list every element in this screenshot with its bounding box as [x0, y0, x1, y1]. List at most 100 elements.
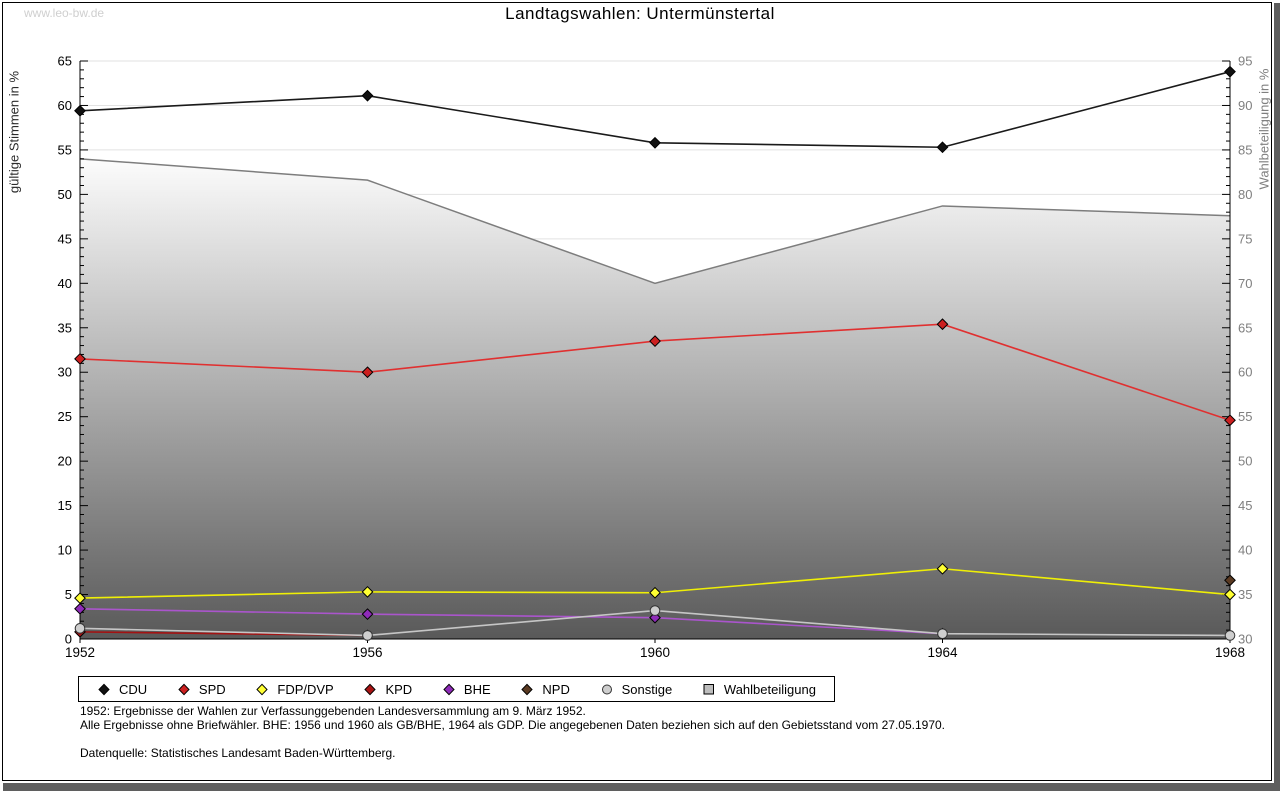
fdp-dvp-marker-icon: [256, 683, 269, 695]
series-fdp-dvp: [74, 562, 1236, 605]
right-tick-label: 65: [1238, 320, 1252, 335]
right-tick-label: 40: [1238, 543, 1252, 558]
right-tick-label: 50: [1238, 454, 1252, 469]
data-point: [1224, 574, 1236, 587]
data-point: [74, 602, 86, 615]
data-point: [74, 592, 86, 605]
right-tick-label: 30: [1238, 632, 1252, 647]
bhe-marker-icon: [443, 683, 455, 695]
data-point: [74, 352, 86, 365]
left-tick-label: 35: [58, 320, 72, 335]
turnout-area: [80, 158, 1230, 640]
data-point: [649, 605, 661, 616]
data-point: [936, 562, 949, 575]
left-tick-label: 0: [65, 632, 72, 647]
legend-item-kpd: KPD: [363, 682, 412, 697]
data-point: [362, 630, 373, 641]
data-point: [937, 628, 948, 639]
series-line: [79, 70, 1231, 149]
legend-item-sonstige: Sonstige: [600, 681, 673, 697]
legend-item-bhe: BHE: [442, 682, 491, 697]
legend-item-spd: SPD: [177, 682, 226, 697]
data-point: [361, 608, 374, 621]
right-tick-label: 95: [1238, 54, 1252, 69]
data-point: [74, 104, 86, 117]
footnote-line-1: 1952: Ergebnisse der Wahlen zur Verfassu…: [80, 704, 586, 718]
data-point: [936, 141, 949, 154]
turnout-line: [79, 158, 1231, 285]
sonstige-marker-icon: [601, 684, 612, 694]
footnote-source: Datenquelle: Statistisches Landesamt Bad…: [80, 746, 396, 760]
left-tick-label: 65: [58, 54, 72, 69]
x-tick-label: 1968: [1215, 645, 1245, 660]
left-tick-label: 40: [58, 276, 72, 291]
watermark: www.leo-bw.de: [24, 6, 105, 20]
legend-label: Sonstige: [621, 681, 673, 697]
spd-marker-icon: [178, 683, 190, 695]
left-tick-label: 55: [58, 142, 72, 157]
legend-label: NPD: [542, 681, 570, 697]
right-tick-label: 80: [1238, 187, 1252, 202]
data-point: [1224, 65, 1236, 78]
legend-label: SPD: [198, 681, 226, 697]
data-point: [361, 89, 374, 102]
legend-label: KPD: [385, 681, 413, 697]
left-tick-label: 25: [58, 409, 72, 424]
x-tick-label: 1964: [927, 645, 958, 660]
left-tick-label: 5: [65, 587, 72, 602]
x-tick-label: 1956: [352, 645, 382, 660]
npd-marker-icon: [521, 683, 534, 695]
legend-item-cdu: CDU: [97, 682, 147, 697]
series-sonstige: [74, 605, 1236, 641]
left-tick-label: 50: [58, 187, 72, 202]
kpd-marker-icon: [364, 683, 377, 695]
legend-item-npd: NPD: [520, 681, 570, 697]
footnotes: 1952: Ergebnisse der Wahlen zur Verfassu…: [80, 704, 946, 761]
data-point: [649, 586, 661, 599]
x-tick-label: 1952: [65, 645, 95, 660]
data-point: [74, 623, 86, 634]
right-tick-label: 90: [1238, 98, 1252, 113]
left-tick-label: 30: [58, 365, 72, 380]
legend-label: BHE: [463, 681, 491, 697]
page-shadow-right: [1274, 3, 1280, 791]
data-point: [936, 318, 949, 331]
legend-label: CDU: [119, 681, 148, 697]
left-tick-label: 10: [58, 543, 72, 558]
left-tick-label: 45: [58, 231, 72, 246]
series-spd: [74, 318, 1236, 427]
data-point: [361, 366, 374, 379]
page-shadow-bottom: [3, 783, 1280, 791]
data-point: [649, 335, 661, 348]
x-tick-label: 1960: [640, 645, 670, 660]
axes: 0 5 10 15 20 25 30 35 40 45 50 55 60 65 30 35 40 45 50 55 60…: [58, 54, 1253, 661]
data-point: [649, 136, 661, 149]
legend-item-wahlbeteiligung: Wahlbeteiligung: [702, 682, 816, 697]
legend-label: FDP/DVP: [277, 681, 334, 697]
data-point: [1224, 588, 1236, 601]
left-tick-label: 60: [58, 98, 72, 113]
legend: CDU SPD FDP/DVP KPD BHE NPD Sonstige Wahlbeteil…: [78, 676, 835, 702]
data-point: [649, 611, 661, 624]
series-line: [79, 607, 943, 635]
left-tick-label: 15: [58, 498, 72, 513]
right-tick-label: 85: [1238, 142, 1252, 157]
wahlbeteiligung-marker-icon: [703, 683, 714, 694]
series-npd: [1224, 574, 1236, 587]
data-point: [1224, 414, 1236, 427]
right-tick-label: 35: [1238, 587, 1252, 602]
right-tick-label: 75: [1238, 231, 1252, 246]
legend-label: Wahlbeteiligung: [723, 681, 816, 697]
data-point: [361, 585, 374, 598]
footnote-line-2: Alle Ergebnisse ohne Briefwähler. BHE: 1…: [80, 717, 946, 732]
series-wahlbeteiligung: [79, 158, 1231, 640]
right-tick-label: 70: [1238, 276, 1252, 291]
series-cdu: [74, 65, 1236, 154]
legend-item-fdp-dvp: FDP/DVP: [255, 681, 334, 697]
left-tick-label: 20: [58, 454, 72, 469]
cdu-marker-icon: [98, 683, 110, 695]
chart-title: Landtagswahlen: Untermünstertal: [505, 4, 775, 23]
right-tick-label: 55: [1238, 409, 1252, 424]
data-point: [1224, 630, 1236, 641]
